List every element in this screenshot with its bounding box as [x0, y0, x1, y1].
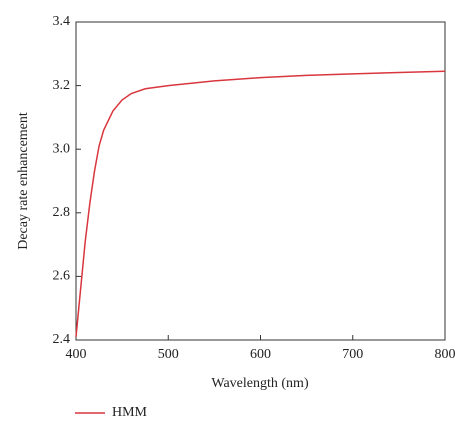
x-axis-label: Wavelength (nm): [211, 376, 309, 391]
y-axis-label: Decay rate enhancement: [16, 112, 31, 250]
legend-label: HMM: [112, 405, 148, 420]
y-tick-label: 2.4: [53, 332, 71, 347]
plot-frame: [75, 21, 446, 341]
x-tick-label: 400: [66, 347, 87, 362]
y-tick-label: 3.2: [53, 78, 71, 93]
y-tick-label: 2.8: [53, 205, 71, 220]
x-tick-label: 700: [342, 347, 363, 362]
y-tick-label: 3.0: [53, 141, 71, 156]
x-tick-label: 800: [435, 347, 456, 362]
y-tick-label: 2.6: [53, 269, 71, 284]
data-line: [75, 70, 446, 337]
y-tick-label: 3.4: [53, 14, 71, 29]
x-tick-label: 500: [158, 347, 179, 362]
x-tick-label: 600: [250, 347, 271, 362]
